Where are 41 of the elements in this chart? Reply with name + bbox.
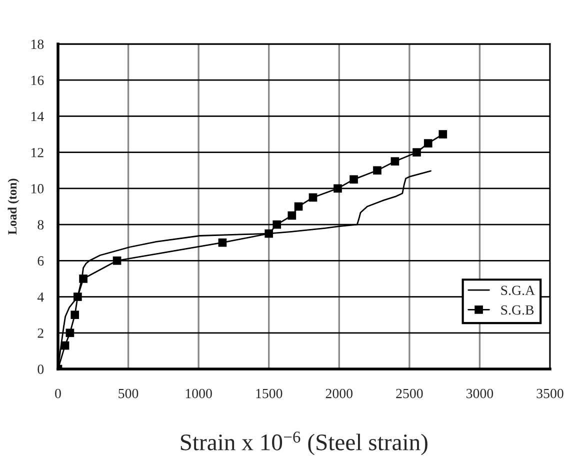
x-axis-title: Strain x 10$^{−6}$ (Steel strain) <box>180 432 428 456</box>
point <box>424 139 432 148</box>
y-tick-label: 14 <box>31 112 44 122</box>
legend-label: S.G.A <box>501 286 535 296</box>
point <box>350 175 358 184</box>
point <box>70 310 80 319</box>
y-tick-label: 8 <box>38 220 44 230</box>
y-axis-title: Load (ton) <box>8 178 20 235</box>
point <box>438 130 448 138</box>
y-tick-label: 6 <box>38 256 44 266</box>
point <box>112 256 122 265</box>
point <box>74 292 82 301</box>
y-tick-label: 16 <box>31 76 44 86</box>
legend-label: S.G.B <box>501 305 534 315</box>
point <box>390 157 400 166</box>
y-tick-label: 2 <box>38 328 44 338</box>
x-tick-label: 500 <box>118 388 138 398</box>
x-tick-label: 1000 <box>186 388 212 398</box>
point <box>264 229 274 238</box>
point <box>288 211 296 220</box>
point <box>60 341 70 350</box>
x-tick-label: 3500 <box>536 388 564 398</box>
y-tick-label: 0 <box>38 364 44 374</box>
point <box>66 328 74 338</box>
y-tick-label: 4 <box>37 292 44 302</box>
point <box>412 148 421 156</box>
point <box>218 238 227 247</box>
x-tick-label: 1500 <box>256 388 282 398</box>
x-tick-label: 0 <box>55 388 61 398</box>
y-tick-label: 12 <box>31 148 44 158</box>
point <box>272 220 282 229</box>
x-tick-label: 2500 <box>396 388 423 398</box>
point <box>79 274 88 283</box>
point <box>294 202 303 211</box>
point <box>308 193 318 202</box>
y-tick-label: 18 <box>31 40 44 49</box>
x-tick-label: 2000 <box>326 388 352 398</box>
point <box>334 184 342 193</box>
x-tick-label: 3000 <box>466 388 494 398</box>
point <box>373 166 382 175</box>
y-tick-label: 10 <box>31 184 44 194</box>
